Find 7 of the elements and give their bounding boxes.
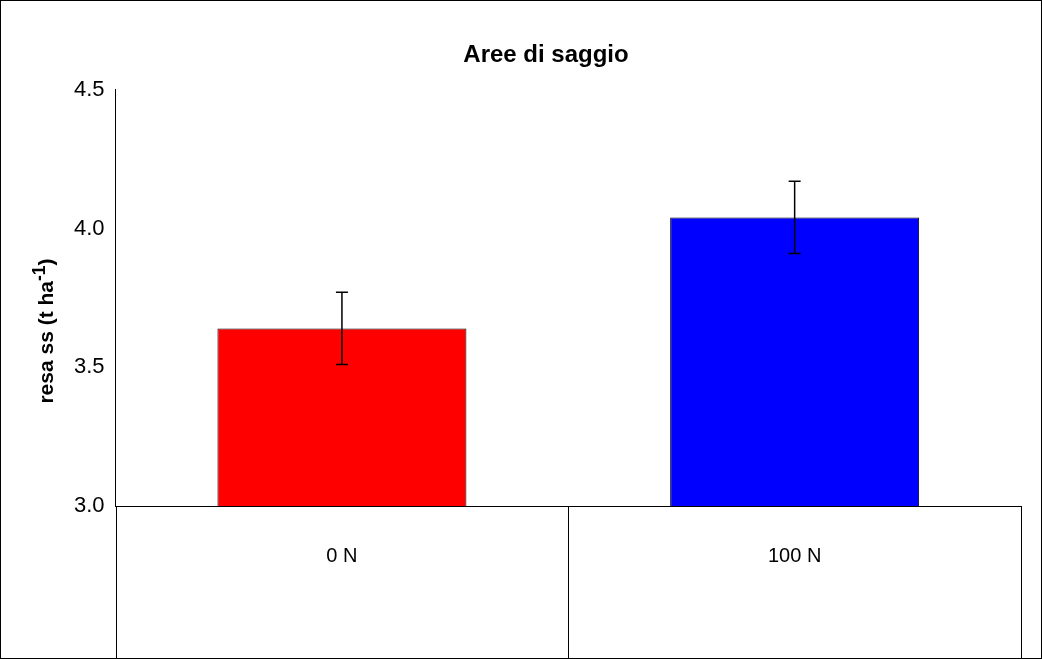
y-tick-label: 4.0 bbox=[73, 214, 105, 240]
y-tick-label: 4.5 bbox=[73, 75, 105, 101]
x-tick-label: 100 N bbox=[767, 543, 822, 566]
chart-title: Aree di saggio bbox=[463, 40, 629, 68]
y-tick-label: 3.5 bbox=[73, 353, 105, 379]
y-tick-label: 3.0 bbox=[73, 492, 105, 518]
x-tick-label: 0 N bbox=[326, 543, 358, 566]
